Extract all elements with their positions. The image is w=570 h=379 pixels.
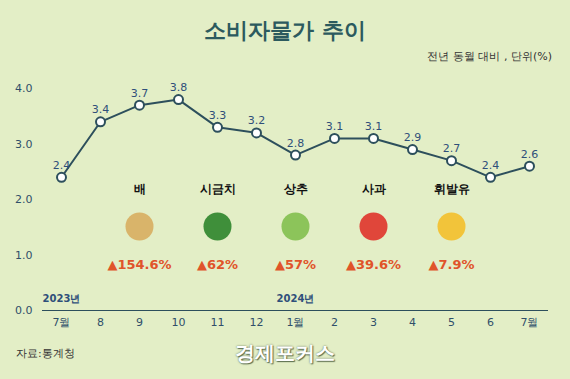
svg-text:2.7: 2.7 (443, 142, 461, 155)
svg-text:3.7: 3.7 (131, 87, 149, 100)
svg-text:7월: 7월 (521, 316, 539, 329)
svg-text:▲57%: ▲57% (275, 257, 316, 272)
svg-text:상추: 상추 (283, 182, 308, 196)
html-text:경제포커스: 경제포커스 (235, 341, 335, 365)
svg-text:10: 10 (172, 316, 186, 329)
svg-text:6: 6 (487, 316, 494, 329)
svg-text:2.8: 2.8 (287, 137, 305, 150)
svg-text:0.0: 0.0 (15, 304, 33, 317)
svg-text:3.0: 3.0 (15, 138, 33, 151)
svg-text:3.4: 3.4 (92, 103, 110, 116)
svg-text:2.9: 2.9 (404, 131, 422, 144)
svg-text:11: 11 (211, 316, 225, 329)
svg-text:2.4: 2.4 (482, 159, 500, 172)
svg-text:▲154.6%: ▲154.6% (107, 257, 171, 272)
svg-text:3.3: 3.3 (209, 109, 227, 122)
svg-text:4: 4 (409, 316, 416, 329)
svg-text:9: 9 (136, 316, 143, 329)
svg-text:12: 12 (250, 316, 264, 329)
svg-text:4.0: 4.0 (15, 82, 33, 95)
svg-text:시금치: 시금치 (200, 182, 236, 196)
svg-text:2.0: 2.0 (15, 193, 33, 206)
svg-text:▲7.9%: ▲7.9% (428, 257, 474, 272)
svg-text:2.6: 2.6 (521, 148, 539, 161)
svg-text:3.1: 3.1 (326, 120, 344, 133)
svg-text:3.8: 3.8 (170, 81, 188, 94)
html-text:자료:통계청: 자료:통계청 (16, 347, 75, 360)
html-text:전년 동월 대비 , 단위(%): 전년 동월 대비 , 단위(%) (427, 50, 552, 63)
svg-text:2: 2 (331, 316, 338, 329)
svg-text:▲62%: ▲62% (197, 257, 238, 272)
svg-text:3.2: 3.2 (248, 114, 266, 127)
svg-text:3: 3 (370, 316, 377, 329)
svg-text:8: 8 (97, 316, 104, 329)
svg-text:5: 5 (448, 316, 455, 329)
html-text:소비자물가 추이: 소비자물가 추이 (204, 18, 366, 43)
svg-text:7월: 7월 (53, 316, 71, 329)
svg-text:▲39.6%: ▲39.6% (346, 257, 401, 272)
svg-text:2024년: 2024년 (277, 293, 315, 304)
svg-text:1월: 1월 (287, 316, 305, 329)
svg-text:사과: 사과 (362, 182, 386, 196)
svg-text:배: 배 (134, 182, 146, 196)
svg-text:휘발유: 휘발유 (434, 182, 470, 196)
svg-text:3.1: 3.1 (365, 120, 383, 133)
svg-text:1.0: 1.0 (15, 249, 33, 262)
svg-text:2023년: 2023년 (43, 293, 81, 304)
svg-text:2.4: 2.4 (53, 159, 71, 172)
